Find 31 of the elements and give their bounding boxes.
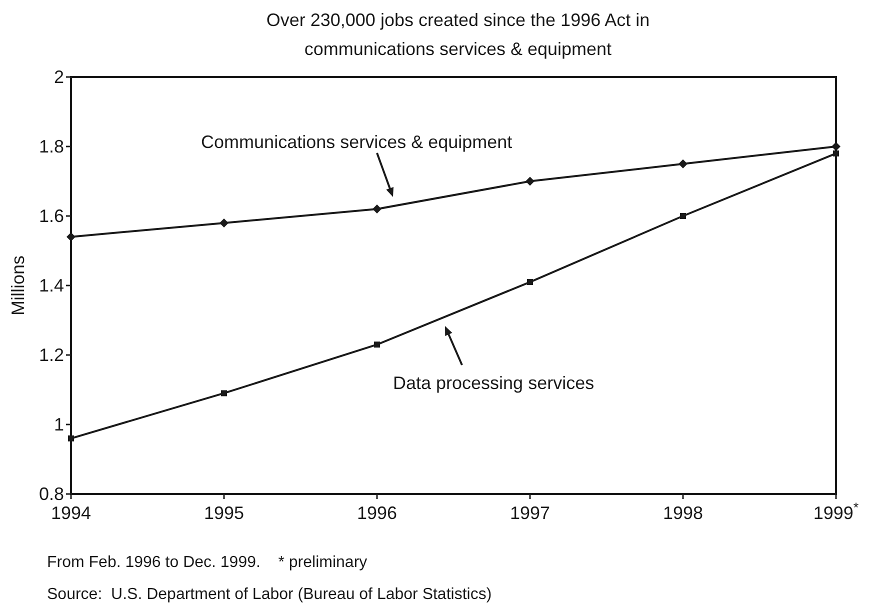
point [527,279,533,286]
point [374,342,380,348]
legend-label: Data processing services [393,373,594,393]
y-tick-label: 1.8 [38,136,64,156]
y-tick-label: 1 [54,414,64,434]
point [833,150,839,156]
y-tick-label: 0.8 [38,484,64,504]
y-tick-label: 1.2 [38,345,64,365]
y-tick-label: 1.6 [38,206,64,226]
series-label: Communications services & equipment [201,132,512,152]
x-tick-label: 1995 [204,503,244,523]
point [526,176,534,186]
point [220,218,228,228]
x-tick-label: 1997 [510,503,550,523]
point [678,159,688,168]
x-tick-label: 1998 [662,503,704,523]
x-tick-label: 1994 [50,503,92,523]
y-axis-title: Millions [8,255,28,316]
point [66,232,76,242]
text: From Feb. 1996 to Dec. 1999. * preliminary [47,554,368,571]
y-tick-label: 1.4 [38,276,64,296]
x-tick-label: 1996 [356,503,398,523]
y-tick-label: 2 [54,67,64,87]
point [221,390,227,396]
point [68,435,74,442]
point [372,204,382,214]
point [832,142,840,151]
point [680,213,686,219]
chart-title: Over 230,000 jobs created since the 1996 Act in communications services & equipment [266,10,650,59]
source-note: Source: U.S. Department of Labor (Bureau of Labor Statistics) [47,586,492,603]
x-tick-label: 1999$^{*}$ [813,500,860,523]
